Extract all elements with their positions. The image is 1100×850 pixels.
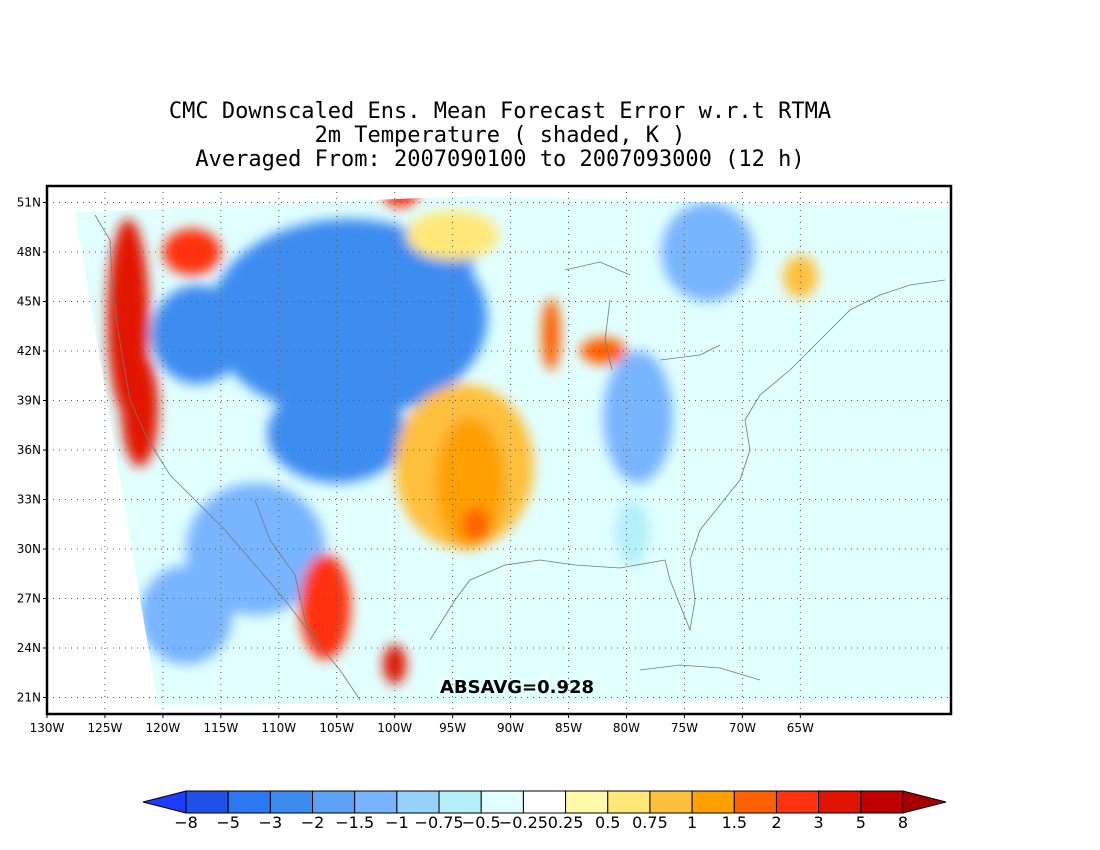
colorbar-label: 5 xyxy=(856,813,866,832)
colorbar-swatch xyxy=(775,790,820,814)
colorbar-swatch xyxy=(818,790,862,814)
temperature-error-field xyxy=(75,196,951,705)
title-line-3: Averaged From: 2007090100 to 2007093000 … xyxy=(195,147,805,172)
error-patch-9 xyxy=(121,351,159,467)
colorbar-label: −3 xyxy=(259,813,283,832)
lat-tick-label: 30N xyxy=(17,542,41,556)
east-coast-line xyxy=(744,279,946,451)
gulf-coast-line xyxy=(429,559,666,641)
lat-tick-label: 45N xyxy=(17,295,41,309)
colorbar-swatch xyxy=(438,790,482,814)
great-lake-erie xyxy=(659,344,721,361)
colorbar-label: −0.75 xyxy=(415,813,464,832)
error-patch-2 xyxy=(267,384,407,483)
colorbar-label: 2 xyxy=(771,813,781,832)
map-title: CMC Downscaled Ens. Mean Forecast Error … xyxy=(0,100,1000,172)
error-patch-5 xyxy=(139,565,233,665)
error-patch-17 xyxy=(541,298,561,371)
colorbar-label: −0.25 xyxy=(499,813,548,832)
lat-tick-label: 21N xyxy=(17,691,41,705)
lat-tick-label: 48N xyxy=(17,245,41,259)
colorbar-label: 8 xyxy=(898,813,908,832)
lat-tick-label: 33N xyxy=(17,493,41,507)
colorbar-swatch xyxy=(227,790,271,814)
coastlines xyxy=(94,214,946,701)
colorbar-swatch xyxy=(860,790,904,814)
lat-tick-label: 24N xyxy=(17,641,41,655)
error-patch-16 xyxy=(461,507,490,541)
lon-tick-label: 125W xyxy=(88,721,123,735)
colorbar-label: −8 xyxy=(174,813,198,832)
colorbar-label: 0.5 xyxy=(595,813,620,832)
cuba-line xyxy=(639,664,761,681)
colorbar-swatch xyxy=(312,790,356,814)
baja-coast-line xyxy=(254,499,321,651)
absavg-label: ABSAVG=0.928 xyxy=(440,677,594,698)
colorbar-label: −5 xyxy=(216,813,240,832)
lon-tick-label: 115W xyxy=(203,721,238,735)
lat-tick-label: 42N xyxy=(17,344,41,358)
lat-tick-label: 39N xyxy=(17,394,41,408)
latitude-labels: 21N 24N 27N 30N 33N 36N 39N 42N 45N 48N 51N xyxy=(17,196,47,705)
great-lake-superior xyxy=(564,261,631,276)
west-coast-line xyxy=(94,214,361,701)
colorbar-label: 1 xyxy=(687,813,697,832)
error-patch-1 xyxy=(151,285,245,384)
lon-tick-label: 100W xyxy=(377,721,412,735)
lon-tick-label: 65W xyxy=(787,721,814,735)
colorbar-label: 1.5 xyxy=(722,813,747,832)
colorbar-swatch xyxy=(565,790,609,814)
error-patch-18 xyxy=(580,337,627,365)
colorbar-swatch xyxy=(691,790,735,814)
colorbar-swatch xyxy=(185,790,229,814)
colorbar-label: 0.75 xyxy=(632,813,668,832)
colorbar-label: −2 xyxy=(301,813,325,832)
lon-tick-label: 105W xyxy=(319,721,354,735)
colorbar-swatch xyxy=(396,790,440,814)
lon-tick-label: 90W xyxy=(497,721,524,735)
lat-tick-label: 36N xyxy=(17,443,41,457)
colorbar-label: 3 xyxy=(814,813,824,832)
colorbar-swatch xyxy=(607,790,651,814)
colorbar: −8 −5 −3 −2 −1.5 −1 −0.75−0.5−0.25 0.25 0.5 0.75 1… xyxy=(142,790,947,832)
title-line-1: CMC Downscaled Ens. Mean Forecast Error … xyxy=(168,99,832,124)
colorbar-swatch xyxy=(354,790,398,814)
lon-tick-label: 130W xyxy=(30,721,65,735)
colorbar-swatch xyxy=(649,790,693,814)
great-lake-michigan xyxy=(604,299,613,371)
error-patch-12 xyxy=(299,553,351,660)
lon-tick-label: 110W xyxy=(261,721,296,735)
colorbar-swatch xyxy=(480,790,524,814)
colorbar-max-arrow xyxy=(902,790,947,814)
lon-tick-label: 85W xyxy=(555,721,582,735)
colorbar-swatch xyxy=(269,790,314,814)
lon-tick-label: 95W xyxy=(439,721,466,735)
colorbar-label: 0.25 xyxy=(548,813,584,832)
colorbar-label: −0.5 xyxy=(462,813,501,832)
colorbar-min-arrow xyxy=(142,790,187,814)
lon-tick-label: 80W xyxy=(613,721,640,735)
error-patch-11 xyxy=(383,196,418,208)
colorbar-swatch xyxy=(733,790,777,814)
colorbar-label: −1 xyxy=(385,813,409,832)
lon-tick-label: 120W xyxy=(146,721,181,735)
colorbar-label: −1.5 xyxy=(335,813,374,832)
lon-tick-label: 75W xyxy=(671,721,698,735)
lat-tick-label: 51N xyxy=(17,196,41,210)
error-patch-20 xyxy=(406,210,499,261)
error-patch-21 xyxy=(614,499,650,566)
lat-tick-label: 27N xyxy=(17,592,41,606)
graticule xyxy=(46,186,951,714)
longitude-labels: 130W 125W 120W 115W 110W 105W 100W 95W 90W 85W 80W… xyxy=(30,714,814,735)
error-patch-13 xyxy=(383,644,407,685)
colorbar-swatch xyxy=(522,790,567,814)
florida-line xyxy=(664,449,751,632)
error-patch-6 xyxy=(603,351,673,483)
lon-tick-label: 70W xyxy=(729,721,756,735)
title-line-2: 2m Temperature ( shaded, K ) xyxy=(314,123,686,148)
